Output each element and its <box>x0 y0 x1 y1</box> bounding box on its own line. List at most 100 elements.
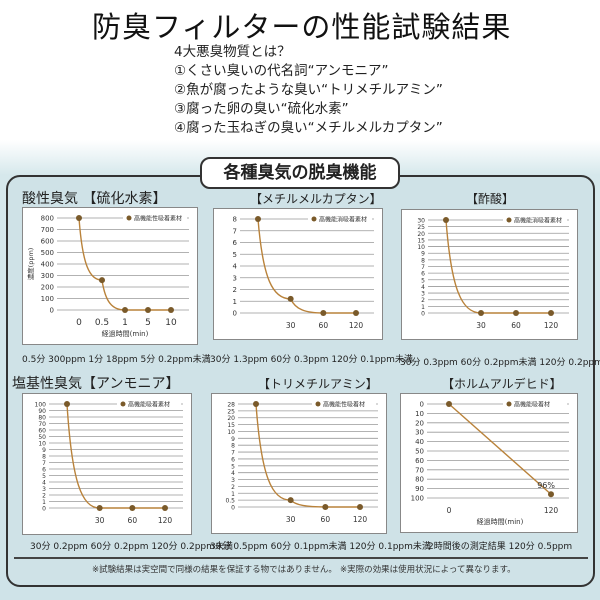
y-tick-label: 200 <box>41 284 54 292</box>
chart-acetic-acid: 0 1 2 3 4 5 6 7 8 9 10 15 20 25 30 30 60 120 高機能消吸着素材 <box>401 209 578 340</box>
x-tick-label: 1 <box>122 318 128 328</box>
y-tick-label: 10 <box>38 441 46 448</box>
x-tick-label: 0 <box>76 318 82 328</box>
legend-bg <box>123 212 187 224</box>
y-tick-label: 30 <box>415 429 424 437</box>
y-tick-label: 8 <box>233 216 237 224</box>
y-tick-label: 2 <box>421 297 425 304</box>
x-axis-label: 経過時間(min) <box>102 329 149 338</box>
y-tick-label: 5 <box>42 473 46 480</box>
y-tick-label: 8 <box>421 257 425 264</box>
y-tick-label: 15 <box>227 422 235 429</box>
data-point <box>99 277 105 284</box>
chart-title: 【トリメチルアミン】 <box>258 377 378 391</box>
chart-title: 【酢酸】 <box>466 192 515 206</box>
chart-svg: 0 100 200 300 400 500 600 700 800 0 0.5 1 5 10 経過時間(mi… <box>26 212 189 338</box>
x-tick-label: 10 <box>165 318 177 328</box>
data-point <box>64 401 70 407</box>
x-tick-label: 120 <box>353 515 368 524</box>
y-tick-label: 3 <box>233 274 237 282</box>
y-tick-label: 2 <box>42 493 46 500</box>
y-tick-label: 8 <box>42 454 46 461</box>
divider <box>14 557 588 559</box>
x-tick-label: 30 <box>286 515 296 524</box>
data-point <box>322 504 329 510</box>
data-point <box>122 307 128 313</box>
legend-label: 高機能消吸着素材 <box>319 216 367 224</box>
y-tick-label: 3 <box>42 486 46 493</box>
y-tick-label: 9 <box>42 447 46 454</box>
y-tick-label: 700 <box>41 226 54 234</box>
y-tick-label: 40 <box>415 438 424 446</box>
legend-bg <box>503 214 567 226</box>
y-tick-label: 20 <box>415 419 424 427</box>
disclaimer-note: ※実際の効果は使用状況によって異なります。 <box>340 565 516 575</box>
y-tick-label: 0 <box>231 505 235 512</box>
legend-label: 高機能消吸着素材 <box>514 217 562 225</box>
chart-caption: 0.5分 300ppm 1分 18ppm 5分 0.2ppm未満 <box>22 355 211 365</box>
legend-label: 高機能吸着材 <box>514 401 550 409</box>
y-tick-label: 20 <box>227 415 235 422</box>
y-tick-label: 7 <box>42 460 46 467</box>
y-tick-label: 1 <box>421 304 425 311</box>
x-tick-label: 30 <box>286 321 296 330</box>
data-point <box>162 505 168 511</box>
x-tick-label: 120 <box>158 516 173 525</box>
y-tick-label: 1 <box>42 499 46 506</box>
y-tick-label: 4 <box>421 284 425 291</box>
data-point <box>548 491 554 498</box>
series-line <box>257 218 356 314</box>
legend-bg <box>308 213 372 225</box>
legend-marker <box>315 401 321 407</box>
legend-marker <box>126 215 132 221</box>
y-tick-label: 6 <box>231 456 235 463</box>
y-tick-label: 8 <box>231 443 235 450</box>
y-tick-label: 0 <box>421 311 425 318</box>
y-tick-label: 0 <box>233 310 237 318</box>
y-tick-label: 50 <box>415 448 424 456</box>
series-line <box>255 403 360 508</box>
y-tick-label: 0 <box>42 506 46 513</box>
chart-title: 【ホルムアルデヒド】 <box>442 377 562 391</box>
data-point <box>145 307 151 313</box>
chart-ammonia: 0 1 2 3 4 5 6 7 8 9 10 50 60 70 80 90 100 30 60 120 高機能吸着素材 <box>22 393 192 535</box>
y-axis-label: 濃度(ppm) <box>26 248 35 281</box>
x-tick-label: 5 <box>145 318 151 328</box>
panel-title: 各種臭気の脱臭機能 <box>200 157 400 189</box>
y-tick-label: 60 <box>38 428 46 435</box>
chart-title: 酸性臭気 【硫化水素】 <box>22 191 167 207</box>
y-tick-label: 1 <box>233 298 237 306</box>
x-tick-label: 0 <box>447 506 452 515</box>
data-point <box>353 310 359 316</box>
y-tick-label: 3 <box>421 291 425 298</box>
chart-methyl-mercaptan: 0 1 2 3 4 5 6 7 8 30 60 120 高機能消吸着素材 <box>213 208 383 340</box>
intro-item: ④腐った玉ねぎの臭い“メチルメルカプタン” <box>174 120 443 136</box>
y-tick-label: 0.5 <box>225 498 235 505</box>
y-tick-label: 20 <box>417 231 425 238</box>
y-tick-label: 7 <box>233 227 237 235</box>
y-tick-label: 2 <box>231 484 235 491</box>
disclaimer-note: ※試験結果は実空間で同様の結果を保証する物ではありません。 <box>92 565 337 575</box>
legend-marker <box>120 401 126 407</box>
legend-bg <box>312 398 376 410</box>
y-tick-label: 9 <box>421 251 425 258</box>
data-point <box>513 310 519 316</box>
y-tick-label: 100 <box>411 495 424 503</box>
y-tick-label: 9 <box>231 436 235 443</box>
intro-item: ①くさい臭いの代名詞“アンモニア” <box>174 63 389 79</box>
y-tick-label: 5 <box>233 251 237 259</box>
data-point <box>96 505 103 511</box>
data-point <box>548 310 554 316</box>
data-point <box>446 401 452 407</box>
chart-title: 塩基性臭気【アンモニア】 <box>12 376 180 392</box>
y-tick-label: 25 <box>227 408 235 415</box>
legend-label: 高機能性吸着素材 <box>134 215 182 223</box>
data-point <box>320 310 327 316</box>
x-tick-label: 120 <box>544 506 559 515</box>
y-tick-label: 60 <box>415 457 424 465</box>
chart-caption: 30分 0.3ppm 60分 0.2ppm未満 120分 0.2ppm未満 <box>400 358 600 368</box>
y-tick-label: 25 <box>417 224 425 231</box>
